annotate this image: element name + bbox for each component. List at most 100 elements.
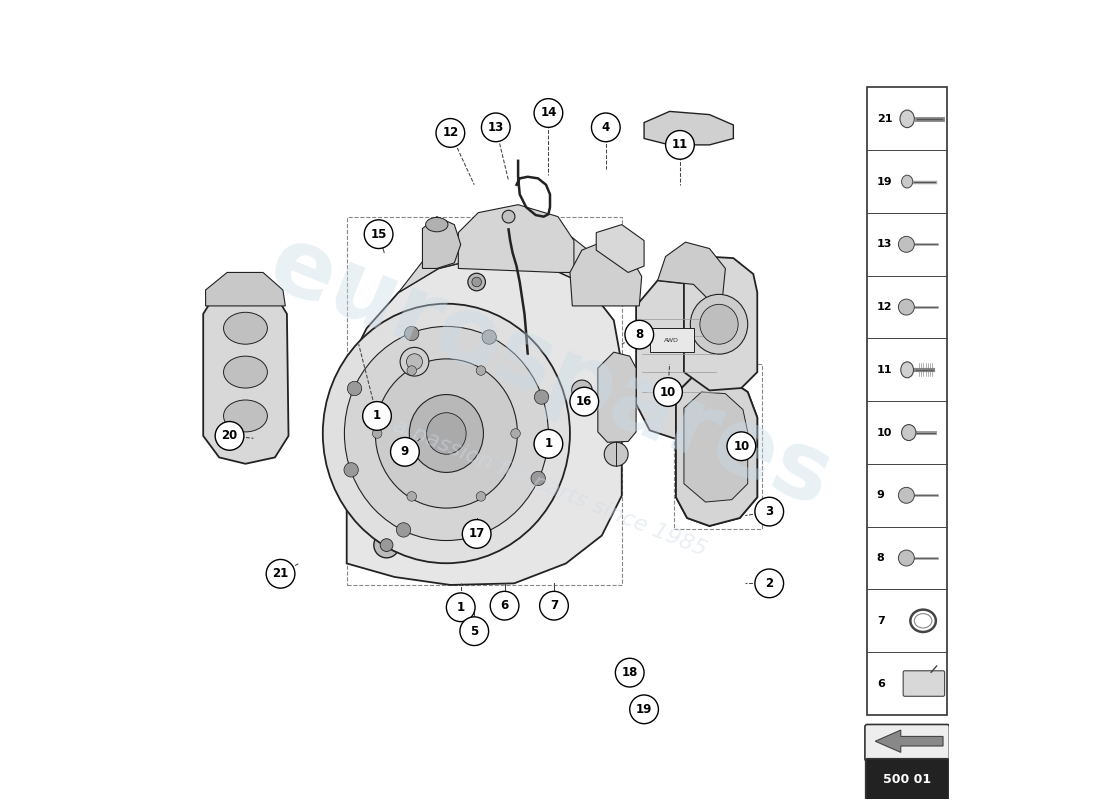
Polygon shape — [459, 205, 574, 273]
Text: 2: 2 — [766, 577, 773, 590]
Circle shape — [531, 471, 546, 486]
Text: 19: 19 — [636, 703, 652, 716]
Text: 13: 13 — [877, 239, 892, 250]
Circle shape — [535, 390, 549, 404]
Text: 6: 6 — [877, 678, 884, 689]
Polygon shape — [684, 257, 757, 390]
Polygon shape — [876, 730, 943, 752]
Text: 10: 10 — [734, 440, 749, 453]
Text: 14: 14 — [540, 106, 557, 119]
Polygon shape — [206, 273, 285, 306]
Circle shape — [899, 236, 914, 252]
Circle shape — [396, 522, 410, 537]
Circle shape — [592, 113, 620, 142]
Ellipse shape — [691, 294, 748, 354]
Ellipse shape — [468, 274, 485, 290]
Text: eurospares: eurospares — [256, 218, 844, 526]
Ellipse shape — [344, 326, 548, 541]
Circle shape — [535, 430, 563, 458]
Circle shape — [405, 326, 419, 341]
Circle shape — [491, 591, 519, 620]
Text: 18: 18 — [621, 666, 638, 679]
Circle shape — [407, 354, 422, 370]
Circle shape — [407, 492, 417, 501]
Circle shape — [899, 487, 914, 503]
Text: AWD: AWD — [663, 338, 679, 342]
Polygon shape — [676, 376, 757, 526]
Polygon shape — [398, 221, 602, 292]
Text: 8: 8 — [635, 328, 643, 341]
Ellipse shape — [901, 362, 913, 378]
Text: 15: 15 — [371, 228, 387, 241]
Text: 20: 20 — [221, 430, 238, 442]
Text: 1: 1 — [456, 601, 465, 614]
Polygon shape — [645, 111, 734, 145]
Circle shape — [460, 617, 488, 646]
Circle shape — [216, 422, 244, 450]
Ellipse shape — [914, 614, 932, 628]
Ellipse shape — [223, 356, 267, 388]
Ellipse shape — [700, 304, 738, 344]
Text: 16: 16 — [576, 395, 593, 408]
FancyBboxPatch shape — [903, 670, 945, 696]
Circle shape — [447, 593, 475, 622]
Text: 5: 5 — [470, 625, 478, 638]
Text: 500 01: 500 01 — [883, 773, 932, 786]
Polygon shape — [676, 376, 757, 526]
Ellipse shape — [409, 394, 483, 473]
Circle shape — [482, 330, 496, 344]
Circle shape — [381, 538, 393, 551]
Circle shape — [540, 591, 569, 620]
Circle shape — [666, 130, 694, 159]
Ellipse shape — [322, 304, 570, 563]
Circle shape — [899, 299, 914, 315]
Text: 21: 21 — [273, 567, 288, 580]
Ellipse shape — [223, 312, 267, 344]
Circle shape — [572, 380, 592, 401]
Text: 11: 11 — [672, 138, 689, 151]
Circle shape — [400, 347, 429, 376]
FancyBboxPatch shape — [865, 725, 949, 761]
Text: 12: 12 — [442, 126, 459, 139]
Text: a passion for parts since 1985: a passion for parts since 1985 — [390, 415, 710, 560]
Circle shape — [615, 658, 645, 687]
Circle shape — [462, 519, 491, 548]
Circle shape — [482, 113, 510, 142]
Ellipse shape — [223, 400, 267, 432]
Circle shape — [755, 498, 783, 526]
Circle shape — [727, 432, 756, 461]
Circle shape — [407, 366, 417, 375]
Polygon shape — [422, 217, 461, 269]
Circle shape — [474, 526, 488, 541]
Text: 6: 6 — [500, 599, 508, 612]
Text: 19: 19 — [877, 177, 892, 186]
Polygon shape — [204, 282, 288, 464]
Bar — [867, 87, 947, 715]
Text: 1: 1 — [544, 438, 552, 450]
Ellipse shape — [902, 175, 913, 188]
Text: 7: 7 — [877, 616, 884, 626]
Circle shape — [374, 532, 399, 558]
Text: 21: 21 — [877, 114, 892, 124]
Circle shape — [373, 429, 382, 438]
Polygon shape — [684, 392, 748, 502]
Text: 13: 13 — [487, 121, 504, 134]
Polygon shape — [346, 257, 622, 585]
Circle shape — [476, 492, 486, 501]
Circle shape — [625, 320, 653, 349]
Circle shape — [476, 366, 486, 375]
Circle shape — [266, 559, 295, 588]
Polygon shape — [346, 344, 386, 396]
Text: 7: 7 — [550, 599, 558, 612]
Circle shape — [364, 220, 393, 249]
Polygon shape — [650, 328, 693, 352]
Text: 10: 10 — [877, 427, 892, 438]
Circle shape — [535, 98, 563, 127]
Ellipse shape — [375, 359, 517, 508]
Ellipse shape — [900, 110, 914, 128]
Circle shape — [344, 462, 359, 477]
Ellipse shape — [426, 218, 448, 232]
Ellipse shape — [911, 610, 936, 632]
Text: 9: 9 — [400, 446, 409, 458]
Text: 9: 9 — [877, 490, 884, 500]
